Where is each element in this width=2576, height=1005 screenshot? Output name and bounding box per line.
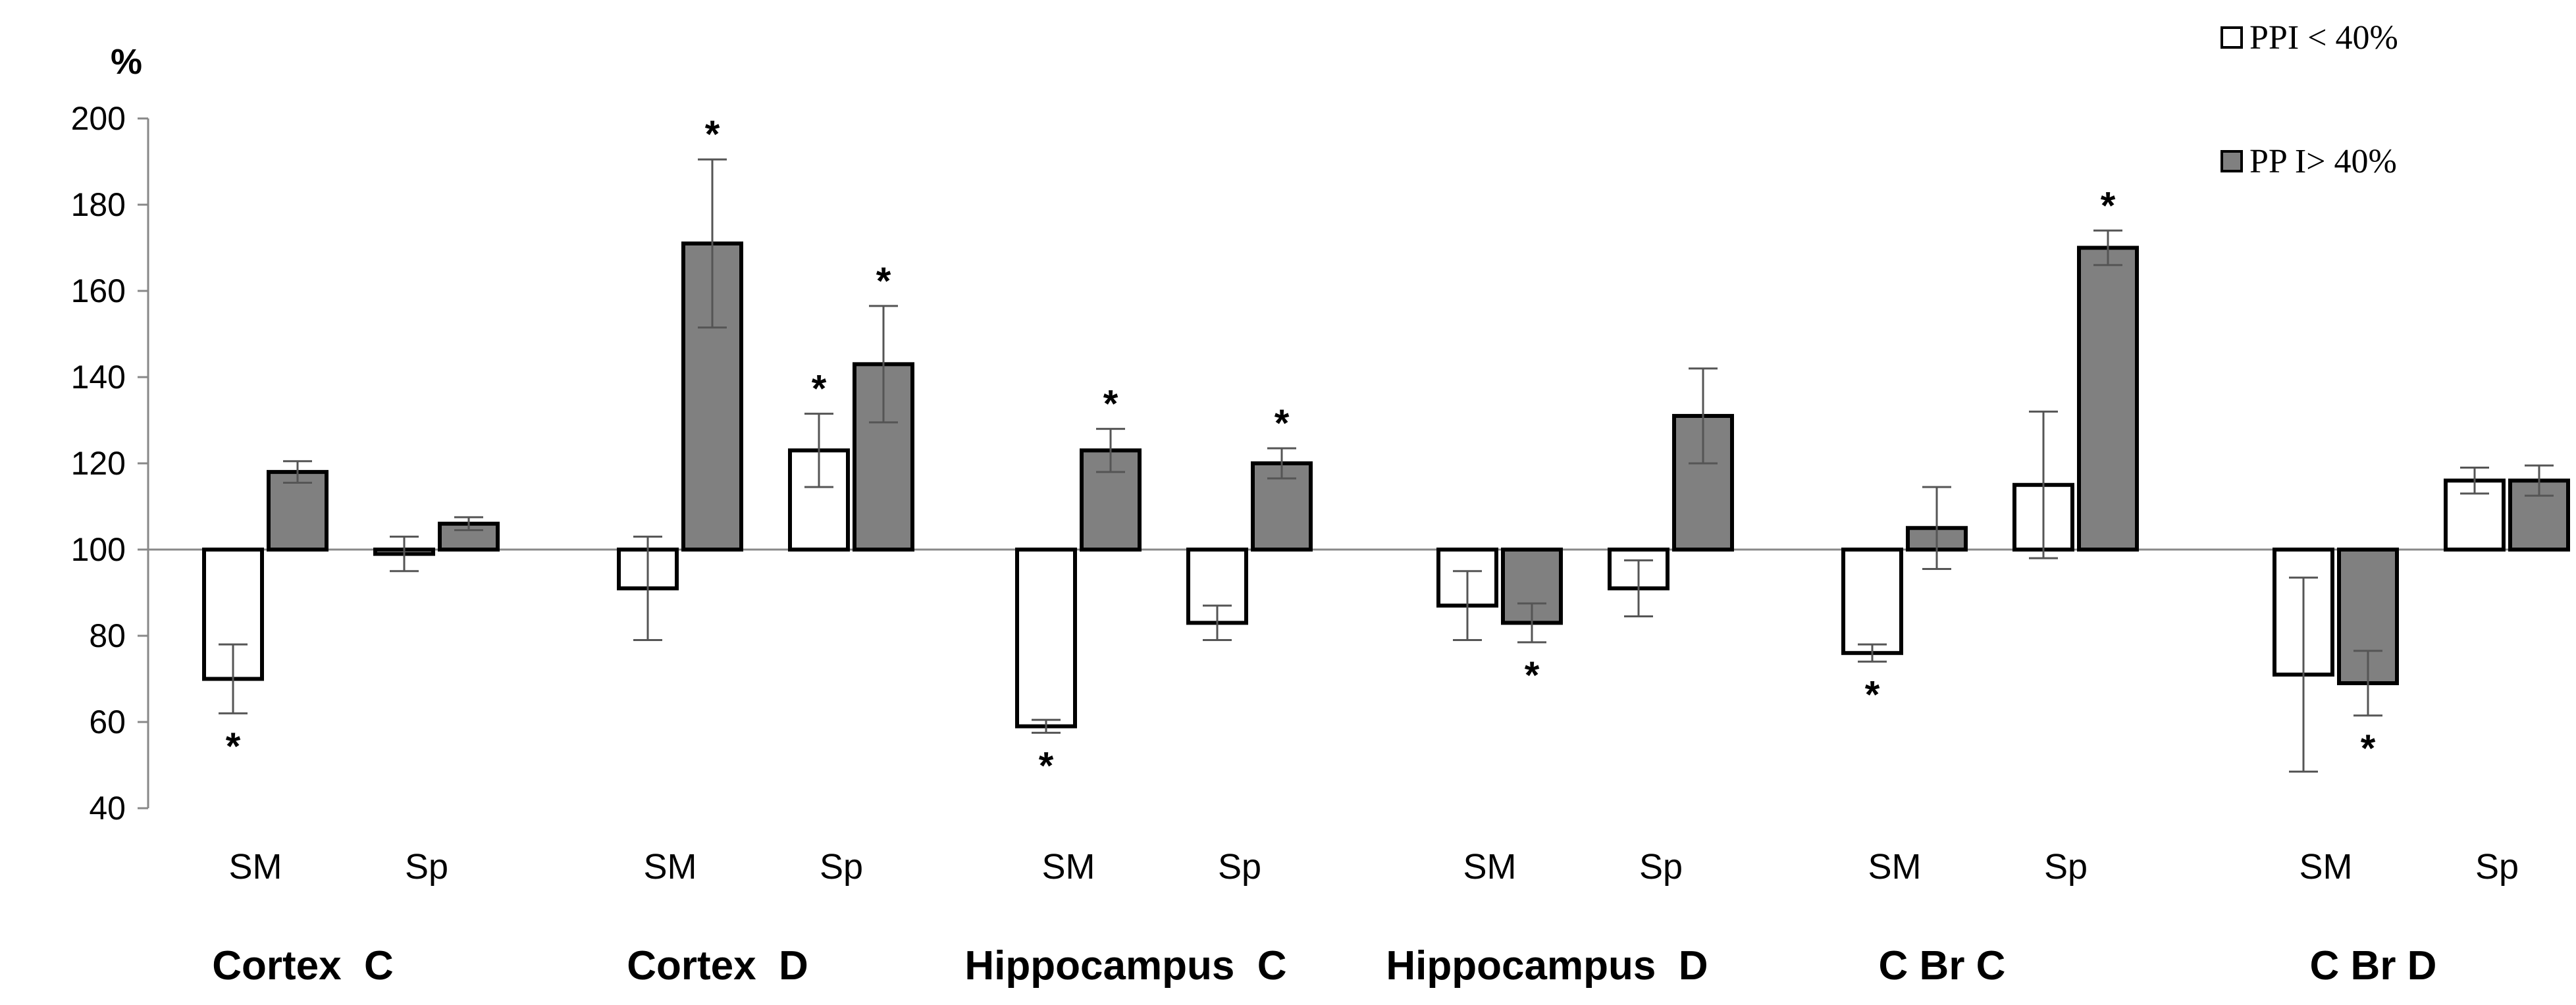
significance-marker: * — [876, 260, 891, 303]
bar-grey-0-sm — [267, 470, 329, 552]
legend-swatch-0 — [2221, 26, 2243, 49]
y-tick-label: 120 — [71, 445, 126, 482]
legend-swatch-1 — [2221, 150, 2243, 172]
sub-label-sp: Sp — [1639, 847, 1683, 887]
sub-label-sm: SM — [2300, 847, 2353, 887]
group-label: Cortex D — [627, 943, 808, 989]
sub-label-sp: Sp — [1218, 847, 1261, 887]
sub-label-sm: SM — [229, 847, 282, 887]
y-tick-label: 40 — [89, 790, 126, 827]
y-tick-label: 180 — [71, 186, 126, 223]
group-label: Hippocampus D — [1386, 943, 1708, 989]
significance-marker: * — [1103, 383, 1118, 426]
y-tick-label: 140 — [71, 359, 126, 396]
sub-label-sp: Sp — [2044, 847, 2088, 887]
y-tick-label: 160 — [71, 272, 126, 309]
y-tick-label: 200 — [71, 100, 126, 137]
significance-marker: * — [705, 113, 720, 156]
sub-label-sm: SM — [1042, 847, 1095, 887]
significance-marker: * — [1525, 654, 1540, 697]
bar-white-4-sm — [1841, 548, 1903, 656]
sub-label-sp: Sp — [2475, 847, 2519, 887]
bar-white-5-sp — [2444, 478, 2506, 552]
group-label: Cortex C — [212, 943, 394, 989]
significance-marker: * — [1275, 402, 1290, 445]
y-tick-label: 60 — [89, 704, 126, 740]
y-axis: 40 60 80 100 120 140 160 180 200% — [71, 42, 2544, 827]
significance-marker: * — [226, 725, 241, 768]
bars: * * * * * * * * * * * — [202, 113, 2570, 787]
sub-label-sm: SM — [1463, 847, 1517, 887]
legend-label-1: PP I> 40% — [2249, 143, 2397, 180]
sub-label-sm: SM — [644, 847, 697, 887]
group-label: C Br D — [2310, 943, 2437, 989]
significance-marker: * — [2101, 184, 2116, 227]
bar-white-2-sm — [1015, 548, 1077, 729]
legend-label-0: PPI < 40% — [2249, 19, 2398, 57]
y-tick-label: 100 — [71, 531, 126, 568]
significance-marker: * — [1039, 744, 1054, 787]
group-label: C Br C — [1879, 943, 2006, 989]
y-tick-label: 80 — [89, 617, 126, 654]
sub-label-sp: Sp — [820, 847, 863, 887]
y-axis-unit-label: % — [111, 42, 142, 82]
x-labels: SM Sp Cortex C SM Sp Cortex D SM Sp Hippocampus … — [212, 847, 2519, 989]
group-label: Hippocampus C — [964, 943, 1286, 989]
sub-label-sm: SM — [1868, 847, 1922, 887]
bar-grey-4-sp — [2077, 245, 2139, 552]
sub-label-sp: Sp — [405, 847, 448, 887]
significance-marker: * — [812, 368, 827, 411]
legend: PPI < 40% PP I> 40% — [2221, 19, 2398, 180]
significance-marker: * — [2361, 727, 2376, 770]
significance-marker: * — [1865, 673, 1880, 716]
